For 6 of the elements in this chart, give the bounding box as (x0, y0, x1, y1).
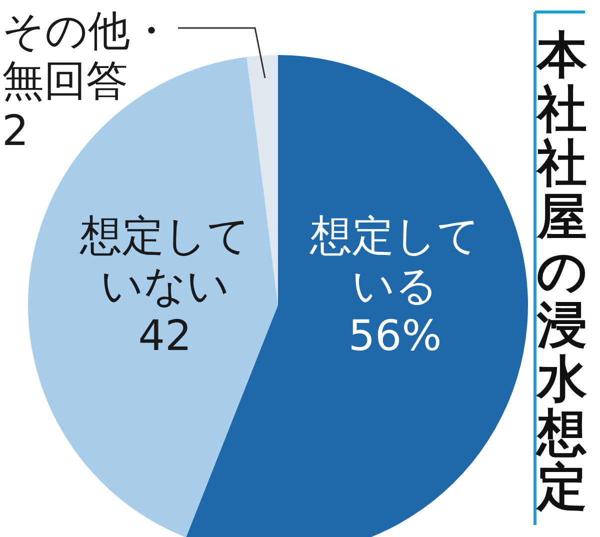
slice-label: その他・無回答 (2, 6, 172, 105)
data-label: 2 (2, 106, 29, 155)
slice-label: 想定していない (79, 211, 250, 310)
slice-label: 想定している (309, 211, 480, 310)
data-label: 42 (138, 311, 192, 360)
data-label: 56% (348, 311, 442, 360)
